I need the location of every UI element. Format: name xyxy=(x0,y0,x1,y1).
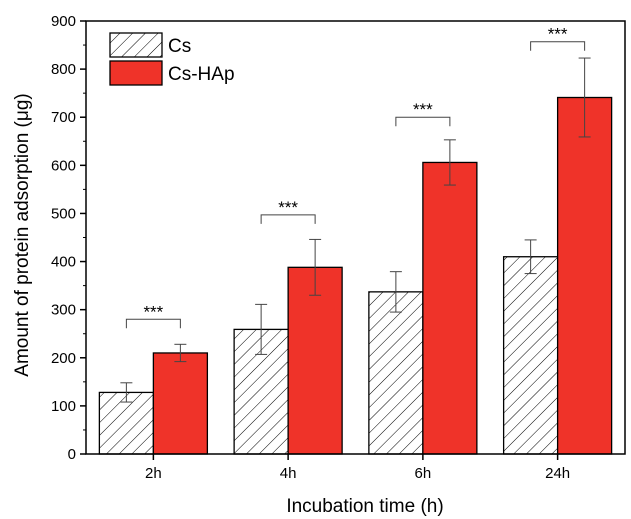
bars-layer xyxy=(98,96,613,455)
x-tick-label-24h: 24h xyxy=(545,465,570,482)
error-bar-cs-hap-6h xyxy=(443,139,456,186)
legend-swatch xyxy=(109,60,163,86)
y-tick-label-700: 700 xyxy=(51,109,76,126)
legend-label: Cs xyxy=(168,36,191,57)
significance-label: *** xyxy=(413,100,433,119)
significance-bracket-2h: *** xyxy=(125,302,181,329)
bar-cs-2h xyxy=(98,391,155,455)
significance-bracket-6h: *** xyxy=(395,100,451,127)
error-bar-cs-hap-24h xyxy=(578,57,591,138)
legend: Cs Cs-HAp xyxy=(109,32,235,86)
y-tick-label-800: 800 xyxy=(51,61,76,78)
legend-label: Cs-HAp xyxy=(168,64,235,85)
error-bars-layer xyxy=(120,57,591,403)
error-bar-cs-4h xyxy=(255,303,268,355)
x-axis-title: Incubation time (h) xyxy=(286,496,443,517)
error-bar-cs-2h xyxy=(120,382,133,403)
axes-layer: 0 100 200 300 400 500 600 700 800 900 2h 4h 6h 24h xyxy=(51,13,626,482)
y-tick-label-400: 400 xyxy=(51,254,76,271)
error-bar-cs-24h xyxy=(524,239,537,275)
y-tick-label-600: 600 xyxy=(51,157,76,174)
significance-label: *** xyxy=(278,198,298,217)
bar-cs-6h xyxy=(368,291,424,455)
error-bar-cs-hap-4h xyxy=(309,238,322,296)
y-tick-label-300: 300 xyxy=(51,302,76,319)
significance-bracket-4h: *** xyxy=(260,198,316,224)
error-bar-cs-hap-2h xyxy=(174,343,187,363)
x-tick-label-6h: 6h xyxy=(415,465,432,482)
legend-item-cs-hap: Cs-HAp xyxy=(109,60,235,86)
x-tick-label-4h: 4h xyxy=(280,465,297,482)
y-tick-label-900: 900 xyxy=(51,13,76,30)
bar-cs-hap-2h xyxy=(152,352,209,455)
significance-bracket-24h: *** xyxy=(530,25,586,51)
y-tick-label-200: 200 xyxy=(51,350,76,367)
x-tick-label-2h: 2h xyxy=(145,465,162,482)
bar-cs-hap-24h xyxy=(556,96,613,455)
significance-label: *** xyxy=(548,25,568,44)
legend-item-cs: Cs xyxy=(109,32,191,58)
significance-label: *** xyxy=(143,302,163,321)
y-tick-label-500: 500 xyxy=(51,205,76,222)
significance-layer: *** *** *** *** xyxy=(125,25,586,329)
y-tick-label-100: 100 xyxy=(51,398,76,415)
y-axis-title: Amount of protein adsorption (μg) xyxy=(12,93,33,376)
bar-cs-24h xyxy=(502,256,559,455)
bar-cs-hap-6h xyxy=(422,161,478,455)
legend-swatch xyxy=(109,32,163,58)
y-tick-label-0: 0 xyxy=(68,446,76,463)
error-bar-cs-6h xyxy=(389,271,402,313)
